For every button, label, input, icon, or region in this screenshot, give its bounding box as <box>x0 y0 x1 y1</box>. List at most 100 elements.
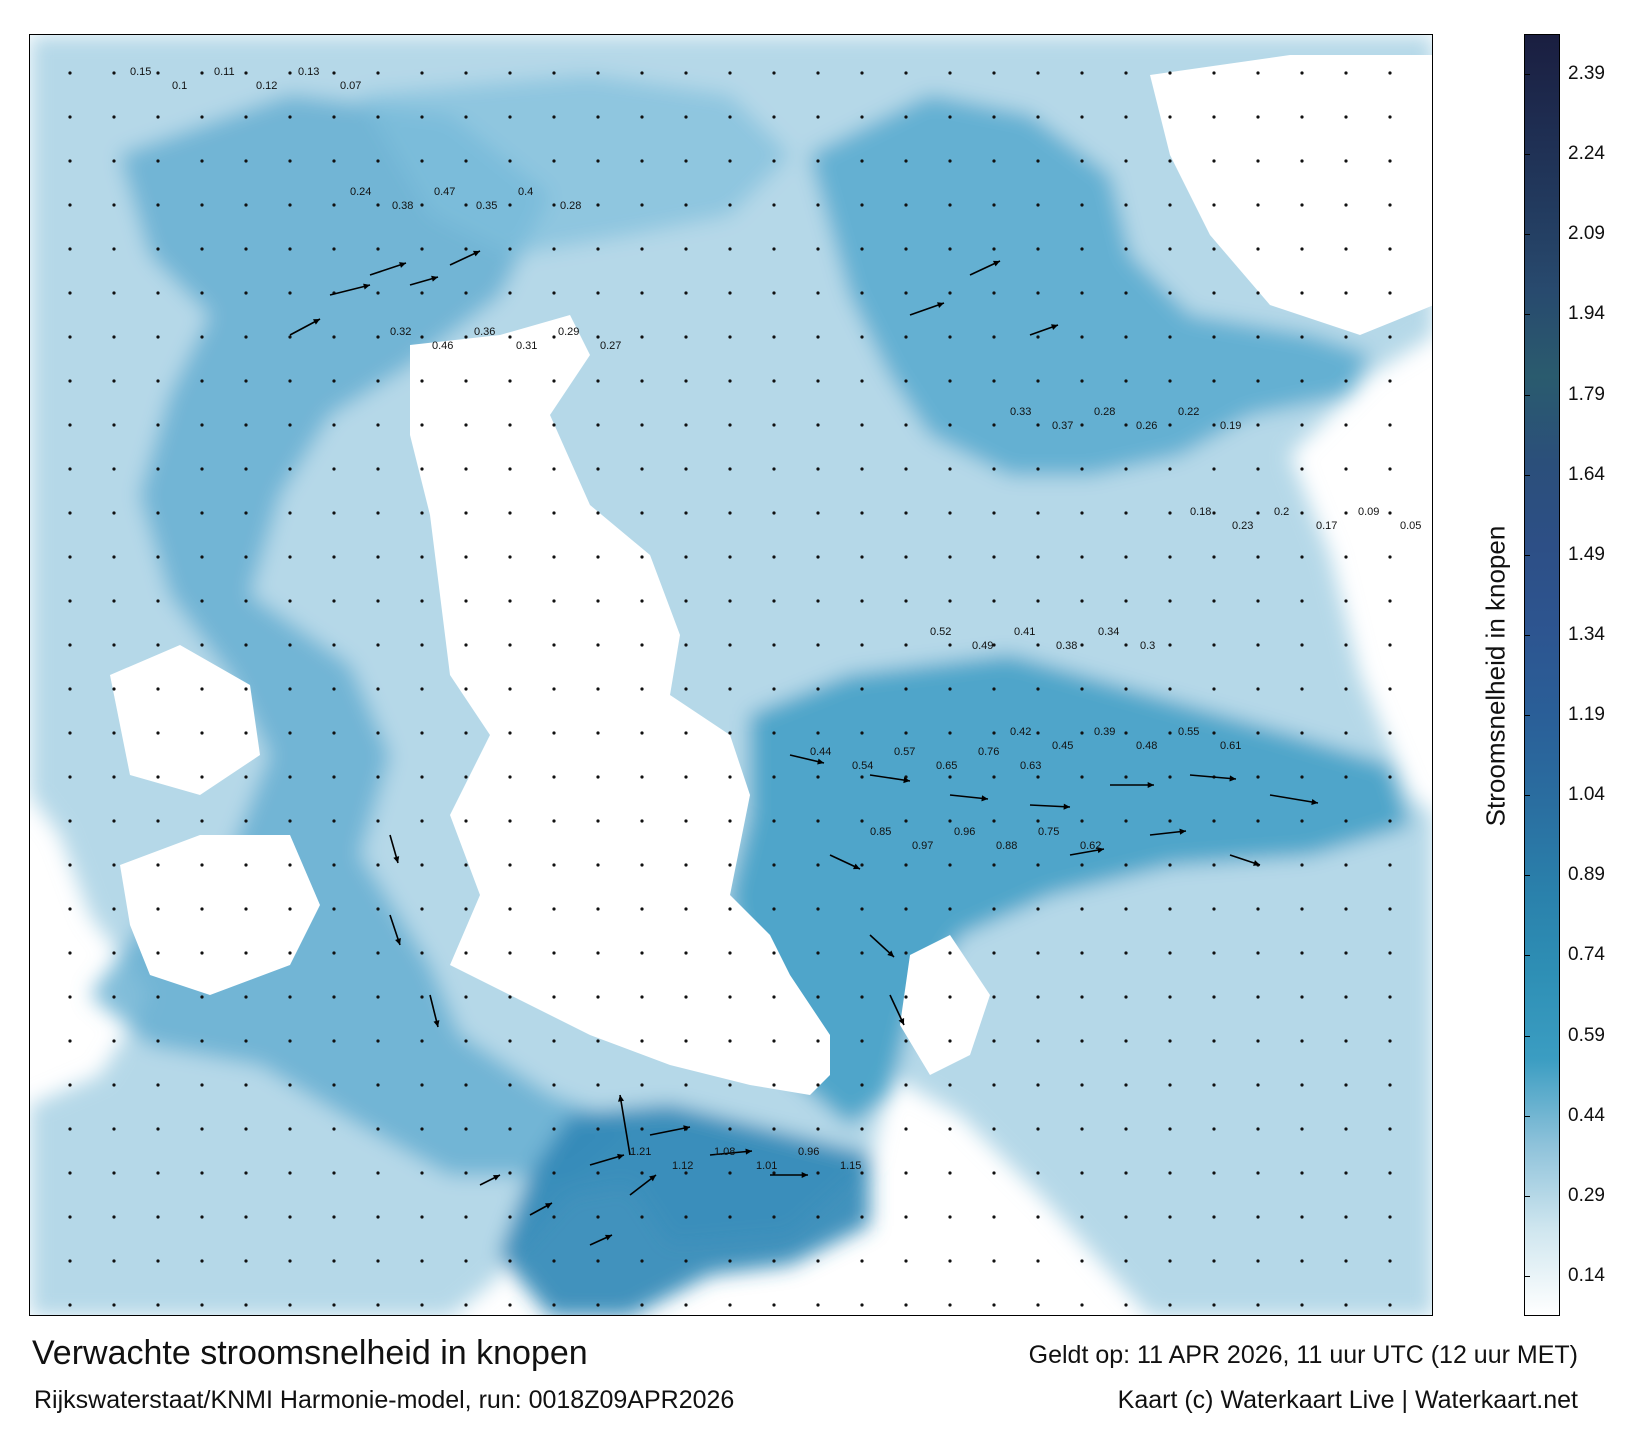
flow-arrow-head <box>745 1148 752 1155</box>
grid-dot <box>1300 423 1304 427</box>
grid-dot <box>1080 731 1084 735</box>
grid-dot <box>68 643 72 647</box>
grid-dot <box>288 159 292 163</box>
legend-tick-mark <box>1524 474 1530 476</box>
grid-dot <box>1256 467 1260 471</box>
grid-dot <box>508 291 512 295</box>
grid-dot <box>640 335 644 339</box>
grid-dot <box>992 1259 996 1263</box>
flow-arrow <box>869 774 911 782</box>
grid-dot <box>904 951 908 955</box>
grid-dot <box>1388 643 1392 647</box>
grid-dot <box>1212 643 1216 647</box>
flow-arrow-head <box>1063 803 1070 810</box>
grid-dot <box>1124 115 1128 119</box>
speed-label: 0.48 <box>1136 740 1157 752</box>
grid-dot <box>728 643 732 647</box>
grid-dot <box>772 731 776 735</box>
grid-dot <box>1344 115 1348 119</box>
grid-dot <box>332 995 336 999</box>
grid-dot <box>860 1171 864 1175</box>
grid-dot <box>1300 599 1304 603</box>
grid-dot <box>200 1259 204 1263</box>
grid-dot <box>684 1171 688 1175</box>
grid-dot <box>200 863 204 867</box>
grid-dot <box>1256 335 1260 339</box>
grid-dot <box>112 863 116 867</box>
grid-dot <box>68 1259 72 1263</box>
legend-tick-label: 1.94 <box>1568 303 1605 325</box>
flow-arrow-head <box>473 250 480 257</box>
grid-dot <box>68 1127 72 1131</box>
grid-dot <box>1036 423 1040 427</box>
grid-dot <box>1168 1083 1172 1087</box>
grid-dot <box>508 1303 512 1307</box>
grid-dot <box>904 1039 908 1043</box>
grid-dot <box>860 687 864 691</box>
legend-tick-label: 2.09 <box>1568 223 1605 245</box>
grid-dot <box>68 1215 72 1219</box>
grid-dot <box>904 819 908 823</box>
grid-dot <box>376 335 380 339</box>
grid-dot <box>376 687 380 691</box>
grid-dot <box>816 71 820 75</box>
flow-arrow-head <box>981 795 988 802</box>
grid-dot <box>1344 203 1348 207</box>
grid-dot <box>772 1039 776 1043</box>
grid-dot <box>156 819 160 823</box>
speed-label: 0.96 <box>954 826 975 838</box>
flow-arrow-head <box>853 863 860 870</box>
grid-dot <box>288 1083 292 1087</box>
grid-dot <box>156 1215 160 1219</box>
grid-dot <box>728 159 732 163</box>
grid-dot <box>376 1039 380 1043</box>
grid-dot <box>1124 291 1128 295</box>
grid-dot <box>420 599 424 603</box>
grid-dot <box>1300 467 1304 471</box>
grid-dot <box>1080 1171 1084 1175</box>
grid-dot <box>112 951 116 955</box>
grid-dot <box>1256 1171 1260 1175</box>
grid-dot <box>1036 1303 1040 1307</box>
grid-dot <box>1388 687 1392 691</box>
flow-arrow-head <box>395 938 401 945</box>
grid-dot <box>948 907 952 911</box>
grid-dot <box>684 1039 688 1043</box>
grid-dot <box>420 159 424 163</box>
grid-dot <box>552 1259 556 1263</box>
grid-dot <box>464 159 468 163</box>
flow-arrow-head <box>1229 775 1236 782</box>
waters-north-strip <box>360 75 790 255</box>
grid-dot <box>1388 291 1392 295</box>
grid-dot <box>112 1303 116 1307</box>
grid-dot <box>948 995 952 999</box>
grid-dot <box>1344 819 1348 823</box>
grid-dot <box>200 819 204 823</box>
flow-arrow-head <box>493 1175 500 1181</box>
grid-dot <box>948 203 952 207</box>
grid-dot <box>860 1259 864 1263</box>
grid-dot <box>640 907 644 911</box>
grid-dot <box>1212 1303 1216 1307</box>
grid-dot <box>1300 511 1304 515</box>
grid-dot <box>904 379 908 383</box>
grid-dot <box>420 1083 424 1087</box>
grid-dot <box>464 1303 468 1307</box>
grid-dot <box>1300 1259 1304 1263</box>
grid-dot <box>684 511 688 515</box>
grid-dot <box>992 731 996 735</box>
grid-dot <box>860 731 864 735</box>
grid-dot <box>508 423 512 427</box>
grid-dot <box>1300 1303 1304 1307</box>
grid-dot <box>1080 379 1084 383</box>
legend-tick-label: 0.74 <box>1568 944 1605 966</box>
grid-dot <box>684 687 688 691</box>
grid-dot <box>1212 379 1216 383</box>
speed-label: 0.32 <box>390 326 411 338</box>
grid-dot <box>1124 731 1128 735</box>
grid-dot <box>1388 1215 1392 1219</box>
grid-dot <box>464 1039 468 1043</box>
grid-dot <box>772 995 776 999</box>
grid-dot <box>1080 555 1084 559</box>
grid-dot <box>288 687 292 691</box>
